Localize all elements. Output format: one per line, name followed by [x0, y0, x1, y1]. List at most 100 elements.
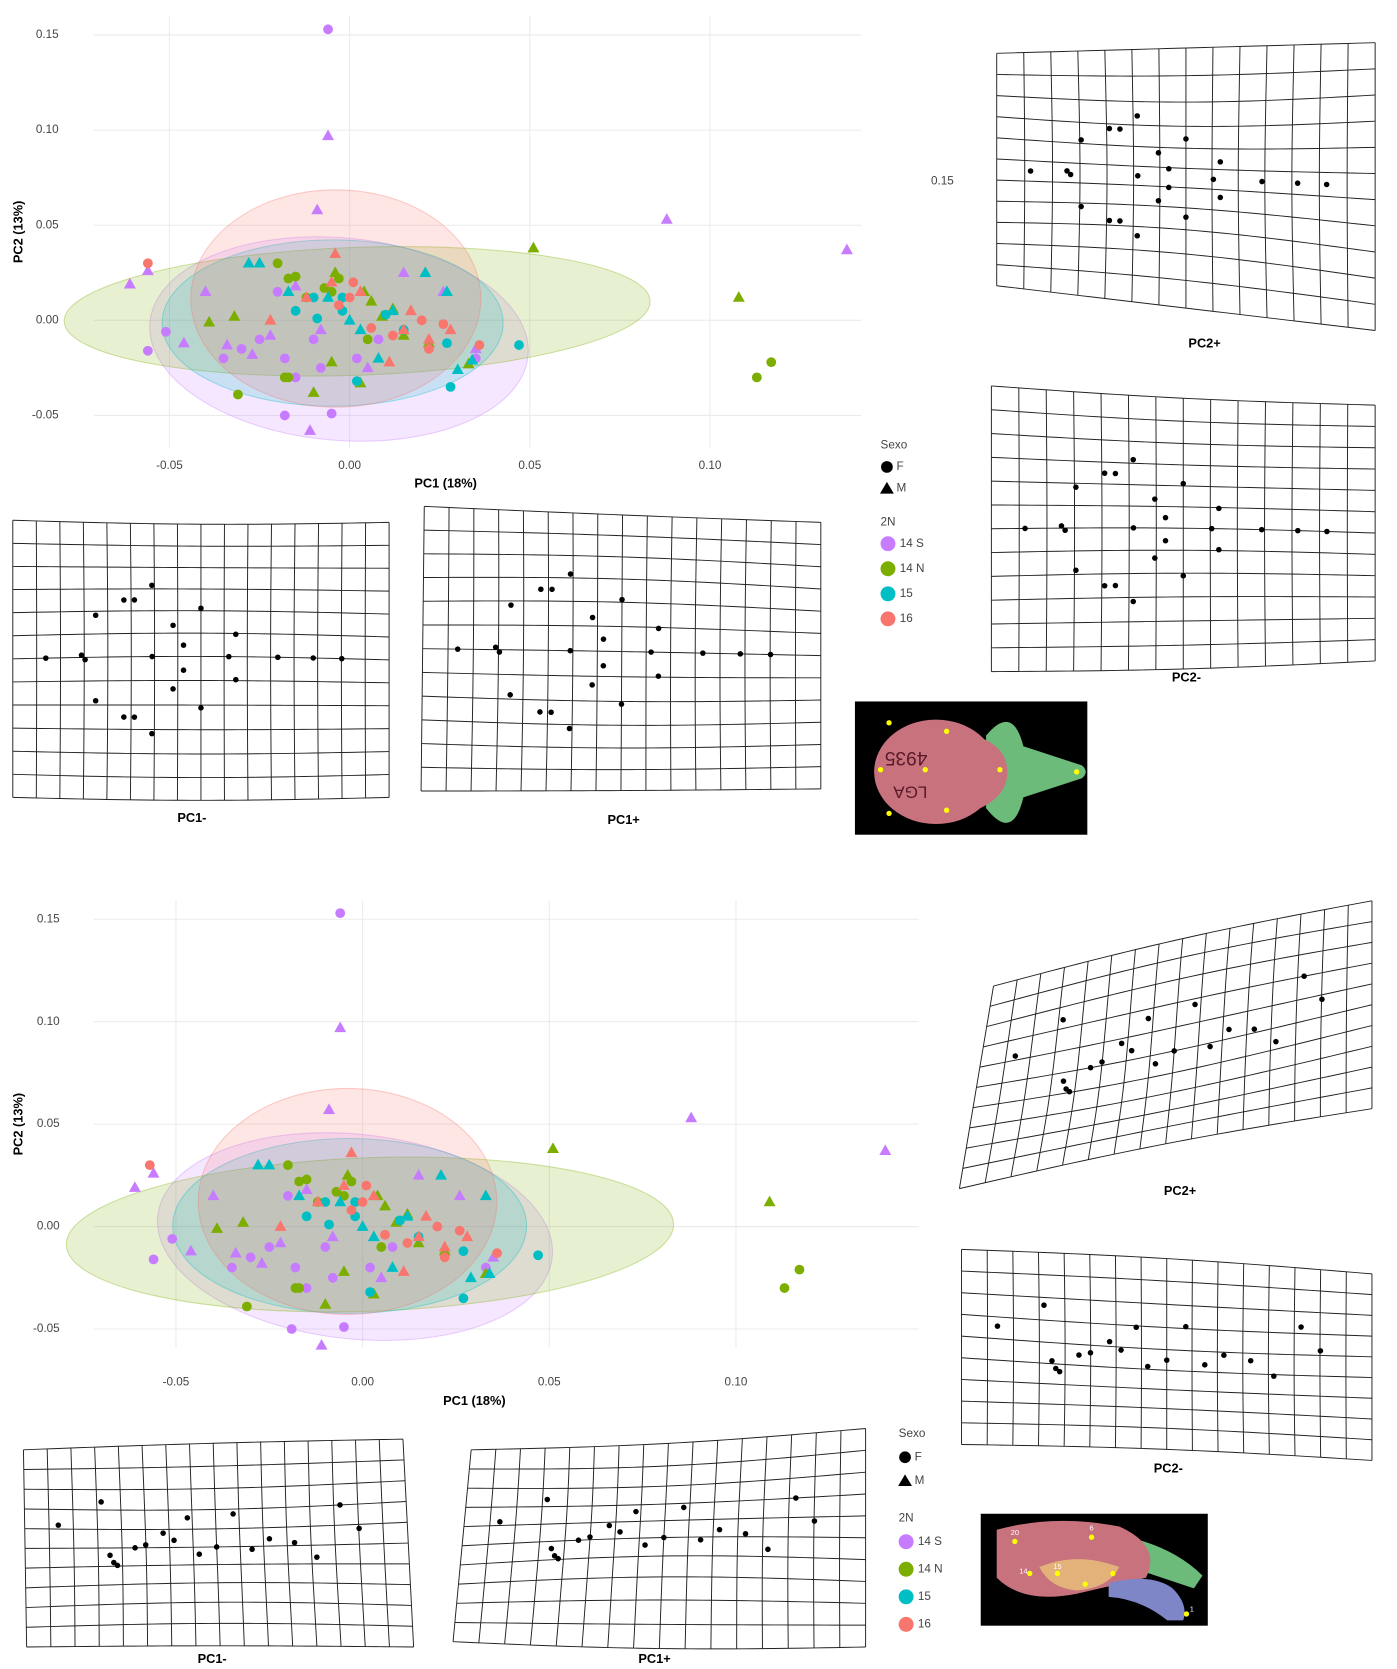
landmark — [1113, 471, 1119, 477]
landmark — [1319, 996, 1325, 1002]
landmark — [143, 1542, 149, 1548]
point — [145, 1160, 155, 1170]
landmark — [1102, 470, 1108, 476]
landmark — [233, 677, 239, 683]
point — [365, 1263, 375, 1273]
landmark — [1117, 126, 1123, 132]
skull-landmark-label: 6 — [1090, 1524, 1094, 1533]
stray-label: 0.15 — [931, 174, 954, 187]
landmark — [1134, 233, 1140, 239]
legend-label: 14 S — [918, 1535, 942, 1548]
landmark — [230, 1511, 236, 1517]
point — [388, 331, 398, 341]
landmark — [1078, 204, 1084, 210]
landmark — [107, 1553, 113, 1559]
landmark — [275, 654, 281, 660]
legend-label: 16 — [918, 1617, 931, 1630]
skull-dorsal: 4935 LGA — [855, 701, 1087, 834]
landmark — [656, 673, 662, 679]
x-tick-label: 0.10 — [725, 1376, 748, 1389]
point — [492, 1248, 502, 1258]
point — [440, 1252, 450, 1262]
confidence-ellipse — [191, 190, 481, 407]
landmark — [93, 612, 99, 618]
landmark — [1273, 1039, 1279, 1045]
point — [766, 357, 776, 367]
landmark — [568, 571, 574, 577]
landmark — [181, 642, 187, 648]
y-tick-label: 0.05 — [36, 218, 59, 231]
landmark — [538, 586, 544, 592]
landmark — [149, 583, 155, 589]
landmark — [93, 698, 99, 704]
panel-label: PC2- — [1154, 1460, 1183, 1475]
y-tick-label: 0.10 — [36, 123, 59, 136]
point — [273, 287, 283, 297]
landmark — [197, 1551, 203, 1557]
point — [246, 1252, 256, 1262]
landmark — [1252, 1026, 1258, 1032]
landmark — [698, 1537, 704, 1543]
page: 4935 LGA -0.050.000.050.100.15-0.050.000… — [0, 0, 1397, 1669]
landmark — [1166, 185, 1172, 191]
landmark — [181, 667, 187, 673]
landmark — [1218, 159, 1224, 165]
landmark — [233, 632, 239, 638]
legend-label: 14 N — [918, 1562, 943, 1575]
landmark — [171, 1538, 177, 1544]
point — [417, 315, 427, 325]
landmark — [1207, 1044, 1213, 1050]
legend-symbol — [899, 1562, 914, 1577]
point — [780, 1283, 790, 1293]
x-axis-title: PC1 (18%) — [414, 475, 477, 490]
y-tick-label: -0.05 — [32, 409, 59, 422]
landmark — [587, 1534, 593, 1540]
landmark — [292, 1540, 298, 1546]
point — [167, 1234, 177, 1244]
panel-label: PC2- — [1172, 669, 1201, 684]
x-tick-label: 0.05 — [518, 459, 541, 472]
landmark — [1259, 527, 1265, 533]
confidence-ellipse — [198, 1088, 496, 1314]
point — [316, 363, 326, 373]
landmark — [1216, 547, 1222, 553]
point — [533, 1250, 543, 1260]
landmark — [567, 726, 573, 732]
x-tick-label: 0.10 — [699, 459, 722, 472]
landmark — [1146, 1016, 1152, 1022]
landmark — [1153, 1061, 1159, 1067]
landmark — [1183, 136, 1189, 142]
landmark — [648, 649, 654, 655]
point — [233, 390, 243, 400]
y-axis-title: PC2 (13%) — [11, 1093, 26, 1156]
point — [358, 1197, 368, 1207]
legend-label: 16 — [900, 612, 913, 625]
landmark — [1180, 573, 1186, 579]
landmark — [149, 731, 155, 737]
point — [446, 382, 456, 392]
landmark — [549, 587, 555, 593]
landmark — [1324, 529, 1330, 535]
point — [376, 1242, 386, 1252]
landmark — [356, 1526, 362, 1532]
landmark — [170, 686, 176, 692]
skull-landmark-label: 20 — [1011, 1528, 1019, 1537]
point — [432, 1222, 442, 1232]
landmark — [1061, 1078, 1067, 1084]
landmark — [633, 1509, 639, 1515]
point — [237, 344, 247, 354]
landmark — [589, 682, 595, 688]
point — [424, 344, 434, 354]
landmark — [765, 1547, 771, 1553]
point — [339, 1322, 349, 1332]
panel-label: PC2+ — [1188, 336, 1220, 351]
landmark — [1133, 1324, 1139, 1330]
point — [242, 1302, 252, 1312]
landmark — [743, 1531, 749, 1537]
x-tick-label: 0.00 — [338, 459, 361, 472]
landmark — [214, 1544, 220, 1550]
landmark — [1295, 180, 1301, 186]
landmark — [1102, 583, 1108, 589]
landmark — [249, 1546, 255, 1552]
point — [294, 1283, 304, 1293]
